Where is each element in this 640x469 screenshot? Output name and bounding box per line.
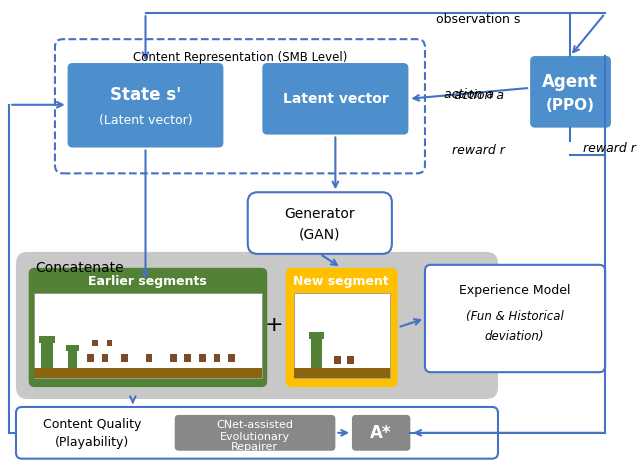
Text: CNet-assisted: CNet-assisted <box>216 420 293 430</box>
Text: deviation): deviation) <box>484 330 544 343</box>
Text: Concatenate: Concatenate <box>35 261 124 275</box>
FancyBboxPatch shape <box>29 268 268 387</box>
Bar <box>33 293 262 378</box>
FancyBboxPatch shape <box>425 265 605 372</box>
FancyBboxPatch shape <box>352 415 410 451</box>
Bar <box>347 356 354 364</box>
Bar <box>145 354 152 362</box>
Text: Earlier segments: Earlier segments <box>88 275 207 288</box>
Bar <box>294 368 390 378</box>
FancyBboxPatch shape <box>68 63 223 148</box>
Bar <box>335 356 341 364</box>
Text: observation s: observation s <box>436 13 521 26</box>
Text: action a: action a <box>444 88 494 101</box>
Text: action a: action a <box>454 89 504 102</box>
Text: Repairer: Repairer <box>231 442 278 452</box>
Text: (Fun & Historical: (Fun & Historical <box>466 310 563 323</box>
Bar <box>40 336 55 343</box>
Text: (Playability): (Playability) <box>55 436 129 449</box>
Text: Evolutionary: Evolutionary <box>220 432 290 442</box>
FancyBboxPatch shape <box>262 63 408 135</box>
Text: A*: A* <box>371 424 392 442</box>
Text: reward r: reward r <box>452 144 505 157</box>
Text: Experience Model: Experience Model <box>459 284 570 297</box>
Text: (PPO): (PPO) <box>545 98 595 113</box>
FancyBboxPatch shape <box>16 407 498 459</box>
Bar <box>42 342 53 368</box>
FancyBboxPatch shape <box>16 252 498 399</box>
Bar <box>214 354 220 362</box>
Text: State s': State s' <box>110 86 181 104</box>
Text: +: + <box>265 316 284 335</box>
Text: Generator: Generator <box>285 207 355 221</box>
Bar <box>33 368 262 378</box>
Bar <box>92 340 98 346</box>
Bar <box>170 354 177 362</box>
Text: New segment: New segment <box>293 275 389 288</box>
Text: reward r: reward r <box>582 142 636 155</box>
Bar <box>228 354 235 362</box>
Text: Latent vector: Latent vector <box>282 92 388 106</box>
FancyBboxPatch shape <box>285 268 397 387</box>
Bar <box>184 354 191 362</box>
Bar <box>87 354 94 362</box>
Text: (GAN): (GAN) <box>299 227 340 241</box>
Text: (Latent vector): (Latent vector) <box>99 114 192 127</box>
FancyBboxPatch shape <box>248 192 392 254</box>
Bar <box>106 340 113 346</box>
Text: Agent: Agent <box>542 73 598 91</box>
Bar <box>121 354 128 362</box>
Bar <box>294 293 390 378</box>
Bar <box>102 354 109 362</box>
Text: Content Representation (SMB Level): Content Representation (SMB Level) <box>132 51 347 64</box>
Bar <box>66 345 79 351</box>
Text: Content Quality: Content Quality <box>43 418 141 431</box>
Bar <box>311 338 322 368</box>
FancyBboxPatch shape <box>530 56 611 128</box>
Bar <box>199 354 206 362</box>
Bar <box>68 350 77 368</box>
Bar <box>309 333 324 340</box>
FancyBboxPatch shape <box>175 415 335 451</box>
